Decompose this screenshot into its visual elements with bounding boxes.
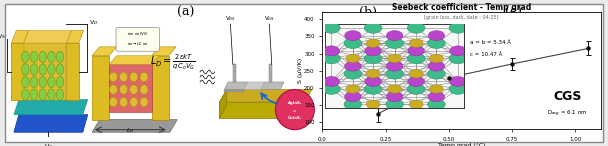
Title: Seebeck coefficient - Temp grad: Seebeck coefficient - Temp grad <box>392 3 531 12</box>
Circle shape <box>48 64 55 75</box>
Circle shape <box>22 89 29 100</box>
Polygon shape <box>12 31 29 43</box>
Polygon shape <box>261 82 284 89</box>
Bar <box>24 43 66 100</box>
Polygon shape <box>151 56 168 120</box>
Text: [grain loss, dark, date : 04-25]: [grain loss, dark, date : 04-25] <box>424 15 499 20</box>
Circle shape <box>120 97 128 107</box>
Text: CuInS₂: CuInS₂ <box>288 116 302 120</box>
Circle shape <box>48 51 55 62</box>
Text: (c): (c) <box>505 6 522 19</box>
Circle shape <box>30 51 38 62</box>
Circle shape <box>57 51 64 62</box>
Text: $L_D=\frac{2\varepsilon kT}{qC_oV_G}$: $L_D=\frac{2\varepsilon kT}{qC_oV_G}$ <box>150 52 196 72</box>
Polygon shape <box>92 47 117 56</box>
Polygon shape <box>66 31 84 43</box>
Text: V$_S$: V$_S$ <box>0 32 5 41</box>
Text: V$_{DS}$: V$_{DS}$ <box>225 14 236 23</box>
X-axis label: Temp grad (°C): Temp grad (°C) <box>438 143 485 146</box>
Polygon shape <box>109 56 159 64</box>
Polygon shape <box>14 100 88 115</box>
Polygon shape <box>151 47 176 56</box>
Circle shape <box>22 76 29 88</box>
Polygon shape <box>244 82 264 89</box>
Text: a = b = 5.34 Å: a = b = 5.34 Å <box>470 40 511 45</box>
Circle shape <box>275 89 314 130</box>
Text: 게이트 전압 (V$_G$): 게이트 전압 (V$_G$) <box>127 31 149 38</box>
FancyBboxPatch shape <box>116 27 160 51</box>
Text: (a): (a) <box>177 6 194 19</box>
Text: c = 10.47 Å: c = 10.47 Å <box>470 52 502 57</box>
Polygon shape <box>219 102 305 118</box>
Text: AgInS₂: AgInS₂ <box>288 101 302 105</box>
Circle shape <box>140 85 148 94</box>
Circle shape <box>39 76 46 88</box>
Text: D$_{avg}$ = 6.1 nm: D$_{avg}$ = 6.1 nm <box>547 109 587 119</box>
Circle shape <box>57 64 64 75</box>
Text: 증가 → L$_D$ 감소: 증가 → L$_D$ 감소 <box>127 41 148 48</box>
Circle shape <box>109 85 117 94</box>
Polygon shape <box>14 115 88 132</box>
Circle shape <box>130 85 138 94</box>
Polygon shape <box>12 43 24 100</box>
Circle shape <box>109 97 117 107</box>
Polygon shape <box>66 43 78 100</box>
Text: $L_D$: $L_D$ <box>126 126 135 135</box>
Circle shape <box>39 64 46 75</box>
Circle shape <box>130 97 138 107</box>
Circle shape <box>39 51 46 62</box>
Circle shape <box>140 72 148 82</box>
Polygon shape <box>219 89 227 118</box>
Circle shape <box>140 97 148 107</box>
Polygon shape <box>109 64 151 112</box>
Text: CGS: CGS <box>553 90 581 103</box>
Polygon shape <box>224 89 244 92</box>
Bar <box>233 64 236 82</box>
Bar <box>269 64 272 82</box>
Polygon shape <box>219 89 312 102</box>
Circle shape <box>48 89 55 100</box>
Circle shape <box>109 72 117 82</box>
Text: V$_D$: V$_D$ <box>89 19 98 27</box>
Circle shape <box>30 76 38 88</box>
Y-axis label: S (μV/K): S (μV/K) <box>298 58 303 83</box>
Circle shape <box>120 85 128 94</box>
Circle shape <box>48 76 55 88</box>
Polygon shape <box>24 31 71 43</box>
Circle shape <box>57 76 64 88</box>
Text: V$_G$: V$_G$ <box>44 142 53 146</box>
Circle shape <box>130 72 138 82</box>
Circle shape <box>30 89 38 100</box>
Circle shape <box>57 89 64 100</box>
Text: (b): (b) <box>359 6 377 19</box>
Text: or: or <box>293 109 297 113</box>
Polygon shape <box>92 56 109 120</box>
Polygon shape <box>224 82 247 89</box>
Circle shape <box>22 51 29 62</box>
Circle shape <box>30 64 38 75</box>
Circle shape <box>120 72 128 82</box>
Text: V$_{GS}$: V$_{GS}$ <box>264 14 275 23</box>
Polygon shape <box>92 120 177 132</box>
Circle shape <box>22 64 29 75</box>
Circle shape <box>39 89 46 100</box>
